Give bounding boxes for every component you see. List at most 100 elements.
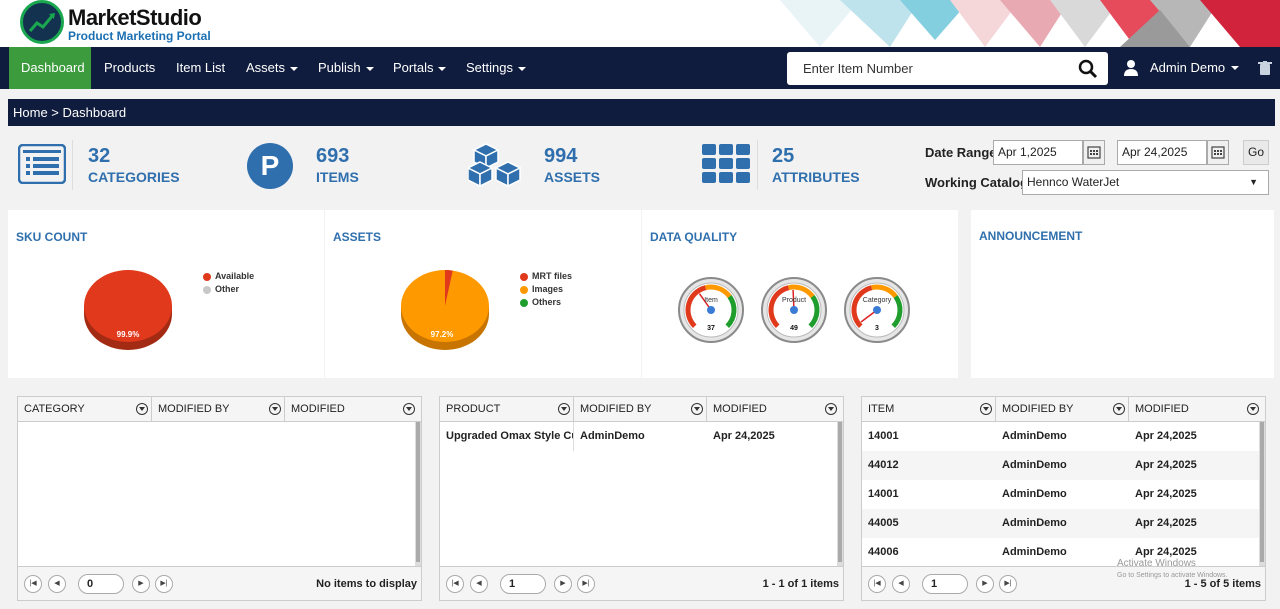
panel-title: DATA QUALITY <box>650 230 738 244</box>
column-header-modified[interactable]: MODIFIED <box>285 397 418 422</box>
stat-label: ATTRIBUTES <box>772 169 860 185</box>
svg-text:3: 3 <box>875 325 879 332</box>
stat-attributes[interactable]: 25 ATTRIBUTES <box>702 140 902 192</box>
nav-settings[interactable]: Settings <box>454 47 538 89</box>
filter-icon[interactable] <box>269 403 281 415</box>
filter-icon[interactable] <box>825 403 837 415</box>
calendar-icon[interactable] <box>1207 140 1229 165</box>
go-button[interactable]: Go <box>1243 140 1269 165</box>
stat-value: 25 <box>772 145 795 167</box>
sku-pie-chart: 99.9% <box>84 270 172 350</box>
table-row[interactable]: 44012 AdminDemo Apr 24,2025 <box>862 451 1261 480</box>
legend-item[interactable]: MRT files <box>520 270 572 283</box>
pie-slice-available[interactable] <box>84 270 172 342</box>
chevron-down-icon: ▼ <box>1249 177 1258 187</box>
column-header-modified-by[interactable]: MODIFIED BY <box>152 397 285 422</box>
nav-publish[interactable]: Publish <box>306 47 386 89</box>
filter-icon[interactable] <box>136 403 148 415</box>
scrollbar[interactable] <box>415 422 421 566</box>
column-header-category[interactable]: CATEGORY <box>18 397 152 422</box>
legend-item[interactable]: Images <box>520 283 572 296</box>
table-row[interactable]: 14001 AdminDemo Apr 24,2025 <box>862 422 1261 451</box>
calendar-icon[interactable] <box>1083 140 1105 165</box>
activation-watermark: Activate Windows Go to Settings to activ… <box>1117 558 1228 582</box>
first-page-button[interactable]: |◀ <box>24 575 42 593</box>
nav-portals[interactable]: Portals <box>381 47 458 89</box>
chevron-down-icon <box>290 66 299 71</box>
stat-categories[interactable]: 32 CATEGORIES <box>18 140 218 192</box>
legend-item[interactable]: Others <box>520 296 572 309</box>
grid-pager: |◀ ◀ 1 ▶ ▶| 1 - 1 of 1 items <box>440 566 843 600</box>
dot-icon <box>520 272 528 281</box>
column-header-modified-by[interactable]: MODIFIED BY <box>574 397 707 422</box>
panel-title: ANNOUNCEMENT <box>979 229 1083 243</box>
gauge-item[interactable]: Item 37 <box>677 276 745 344</box>
column-header-item[interactable]: ITEM <box>862 397 996 422</box>
stat-items[interactable]: P 693 ITEMS <box>246 140 446 192</box>
nav-assets[interactable]: Assets <box>234 47 310 89</box>
filter-icon[interactable] <box>980 403 992 415</box>
legend-item[interactable]: Available <box>203 270 254 283</box>
page-input[interactable]: 1 <box>500 574 546 594</box>
panel-title: SKU COUNT <box>16 230 88 244</box>
nav-products[interactable]: Products <box>104 60 156 75</box>
prev-page-button[interactable]: ◀ <box>892 575 910 593</box>
page-input[interactable]: 1 <box>922 574 968 594</box>
catalog-value: Hennco WaterJet <box>1027 175 1120 189</box>
nav-dashboard[interactable]: Dashboard <box>9 47 91 89</box>
grid-header: CATEGORY MODIFIED BY MODIFIED <box>18 397 421 422</box>
catalog-select[interactable]: Hennco WaterJet ▼ <box>1022 170 1269 195</box>
stat-label: ITEMS <box>316 169 359 185</box>
first-page-button[interactable]: |◀ <box>446 575 464 593</box>
legend-item[interactable]: Other <box>203 283 254 296</box>
next-page-button[interactable]: ▶ <box>132 575 150 593</box>
scrollbar[interactable] <box>837 422 843 566</box>
trash-icon[interactable] <box>1258 61 1272 76</box>
item-grid: ITEM MODIFIED BY MODIFIED 14001 AdminDemo… <box>861 396 1266 601</box>
stat-label: ASSETS <box>544 169 601 185</box>
next-page-button[interactable]: ▶ <box>976 575 994 593</box>
column-header-modified[interactable]: MODIFIED <box>707 397 840 422</box>
nav-item-list[interactable]: Item List <box>176 60 226 75</box>
cell-modified: Apr 24,2025 <box>1135 546 1197 558</box>
grid-icon <box>702 144 750 183</box>
cell-product: Upgraded Omax Style Cutting <box>440 422 574 451</box>
next-page-button[interactable]: ▶ <box>554 575 572 593</box>
panel-title: ASSETS <box>333 230 382 244</box>
last-page-button[interactable]: ▶| <box>577 575 595 593</box>
cell-modified-by: AdminDemo <box>1002 517 1067 529</box>
stat-assets[interactable]: 994 ASSETS <box>468 140 668 192</box>
last-page-button[interactable]: ▶| <box>999 575 1017 593</box>
column-header-modified[interactable]: MODIFIED <box>1129 397 1262 422</box>
last-page-button[interactable]: ▶| <box>155 575 173 593</box>
page-input[interactable]: 0 <box>78 574 124 594</box>
gauge-category[interactable]: Category 3 <box>843 276 911 344</box>
filter-icon[interactable] <box>1247 403 1259 415</box>
filter-icon[interactable] <box>558 403 570 415</box>
column-header-modified-by[interactable]: MODIFIED BY <box>996 397 1129 422</box>
item-search-input[interactable] <box>787 52 1057 85</box>
table-row[interactable]: 44006 AdminDemo Apr 24,2025 <box>862 538 1261 567</box>
date-to-input[interactable]: Apr 24,2025 <box>1117 140 1207 165</box>
filter-icon[interactable] <box>691 403 703 415</box>
cell-modified: Apr 24,2025 <box>1135 488 1197 500</box>
prev-page-button[interactable]: ◀ <box>48 575 66 593</box>
column-header-product[interactable]: PRODUCT <box>440 397 574 422</box>
table-row[interactable]: Upgraded Omax Style Cutting AdminDemo Ap… <box>440 422 839 451</box>
table-row[interactable]: 14001 AdminDemo Apr 24,2025 <box>862 480 1261 509</box>
pie-slice-mrt[interactable] <box>445 270 453 306</box>
filter-icon[interactable] <box>1113 403 1125 415</box>
search-icon[interactable] <box>1078 59 1098 79</box>
watermark-subtitle: Go to Settings to activate Windows. <box>1117 572 1228 579</box>
date-from-input[interactable]: Apr 1,2025 <box>993 140 1083 165</box>
gauge-product[interactable]: Product 49 <box>760 276 828 344</box>
assets-panel: ASSETS 97.2% MRT files Images Others <box>325 210 641 378</box>
filter-icon[interactable] <box>403 403 415 415</box>
prev-page-button[interactable]: ◀ <box>470 575 488 593</box>
table-row[interactable]: 44005 AdminDemo Apr 24,2025 <box>862 509 1261 538</box>
assets-legend: MRT files Images Others <box>520 270 572 309</box>
scrollbar[interactable] <box>1259 422 1265 566</box>
chevron-down-icon <box>517 66 526 71</box>
first-page-button[interactable]: |◀ <box>868 575 886 593</box>
logo-icon[interactable] <box>20 0 64 44</box>
